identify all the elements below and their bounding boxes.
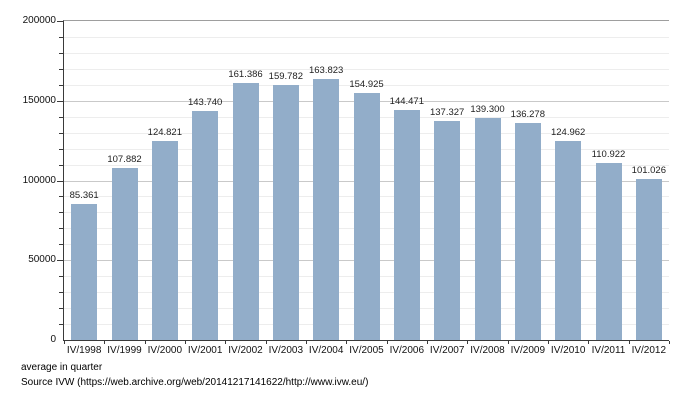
bar <box>232 82 259 340</box>
bar <box>151 140 178 340</box>
bar-value-label: 124.962 <box>550 126 586 138</box>
bar <box>555 140 582 340</box>
x-axis-tick <box>265 341 267 344</box>
x-axis-tick <box>64 341 65 344</box>
x-axis-tick <box>427 341 428 344</box>
x-axis-tick <box>628 341 630 344</box>
x-axis-tick <box>225 341 227 344</box>
bar-value-label: 107.882 <box>107 153 142 165</box>
bar <box>514 122 541 340</box>
plot-area: 0 50000 100000 150000 200000 85.361 IV/1998 107… <box>23 15 670 356</box>
y-axis-tick <box>59 324 63 326</box>
x-axis-label: IV/2006 <box>389 345 425 356</box>
bar-value-label: 144.471 <box>389 95 424 107</box>
bar <box>353 92 380 340</box>
y-axis-tick <box>57 100 63 102</box>
bar-value-label: 161.386 <box>228 68 263 80</box>
x-axis-tick <box>346 341 348 344</box>
bar <box>192 110 219 340</box>
bar-value-label: 154.925 <box>349 78 384 90</box>
chart-caption: average in quarter <box>21 362 103 373</box>
chart-source: Source IVW (https://web.archive.org/web/… <box>21 377 369 388</box>
x-axis-label: IV/2003 <box>268 345 304 356</box>
gridline-minor <box>64 36 669 38</box>
x-axis-tick <box>104 341 106 344</box>
bar-value-label: 159.782 <box>268 71 303 83</box>
x-axis-tick <box>467 341 469 344</box>
y-axis-tick <box>59 244 63 246</box>
y-axis-tick <box>57 180 63 182</box>
bar-value-label: 85.361 <box>69 189 99 201</box>
bar <box>474 117 501 340</box>
bar <box>272 85 299 340</box>
y-axis-tick <box>59 196 63 198</box>
x-axis-label: IV/2009 <box>510 345 546 356</box>
y-axis-tick <box>59 212 63 214</box>
gridline-minor <box>64 52 669 54</box>
x-axis-tick <box>306 341 307 344</box>
x-axis-label: IV/1998 <box>66 345 102 356</box>
y-axis-tick <box>59 132 63 134</box>
y-axis-tick <box>59 36 63 38</box>
x-axis-label: IV/2000 <box>147 345 183 356</box>
bar-value-label: 163.823 <box>308 64 344 76</box>
x-axis-label: IV/2011 <box>591 345 626 356</box>
y-axis-tick <box>57 21 63 22</box>
y-axis-label: 0 <box>50 334 56 345</box>
y-axis-tick <box>59 308 63 310</box>
bar-value-label: 136.278 <box>510 108 545 120</box>
x-axis-label: IV/2004 <box>308 345 344 356</box>
y-axis-tick <box>59 148 63 150</box>
bar-value-label: 124.821 <box>147 126 182 138</box>
bar <box>393 109 420 340</box>
bar <box>111 167 138 340</box>
y-axis-tick <box>59 276 63 278</box>
x-axis-label: IV/2008 <box>470 345 505 356</box>
bar-value-label: 101.026 <box>631 164 666 176</box>
gridline-minor <box>64 68 669 70</box>
bar <box>595 163 622 340</box>
x-axis-label: IV/2010 <box>550 345 586 356</box>
x-axis-tick <box>548 341 549 344</box>
y-axis-tick <box>57 260 63 262</box>
bar-value-label: 139.300 <box>470 103 505 115</box>
y-axis-tick <box>59 164 63 166</box>
bar <box>635 178 662 340</box>
y-axis-label: 200000 <box>22 15 56 26</box>
gridline-minor <box>64 84 669 86</box>
bar <box>434 120 461 340</box>
y-axis-tick <box>59 116 63 118</box>
x-axis-label: IV/1999 <box>107 345 142 356</box>
x-axis-tick <box>669 341 670 344</box>
bar <box>313 78 340 340</box>
y-axis-tick <box>59 228 63 230</box>
x-axis-label: IV/2005 <box>349 345 384 356</box>
y-axis-tick <box>59 52 63 54</box>
y-axis-label: 50000 <box>28 254 56 266</box>
bar-value-label: 137.327 <box>429 106 465 118</box>
x-axis-label: IV/2007 <box>429 345 465 356</box>
y-axis-tick <box>59 292 63 294</box>
bar-value-label: 110.922 <box>591 149 626 161</box>
bar-value-label: 143.740 <box>187 96 223 108</box>
y-axis-label: 100000 <box>22 174 56 186</box>
x-axis-tick <box>185 341 186 344</box>
x-axis-tick <box>588 341 590 344</box>
x-axis-label: IV/2012 <box>631 345 667 356</box>
y-axis-tick <box>59 68 63 70</box>
x-axis-tick <box>144 341 146 344</box>
x-axis-label: IV/2002 <box>228 345 263 356</box>
x-axis-tick <box>507 341 509 344</box>
x-axis-label: IV/2001 <box>187 345 223 356</box>
x-axis-tick <box>386 341 388 344</box>
y-axis-label: 150000 <box>22 94 56 106</box>
y-axis-tick <box>59 84 63 86</box>
bar <box>71 203 98 340</box>
